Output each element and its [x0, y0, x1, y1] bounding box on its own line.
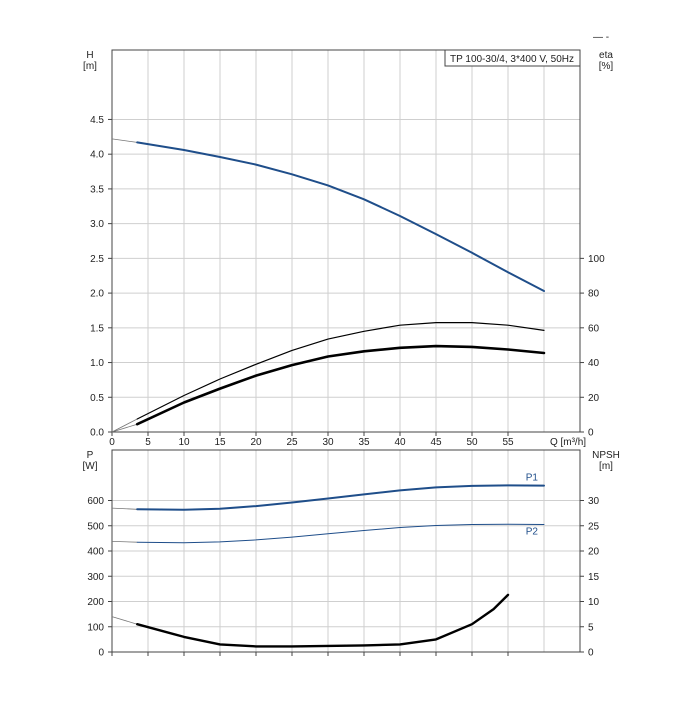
y-right-tick-label: 30 [588, 496, 600, 507]
x-tick-label: 45 [430, 437, 442, 448]
series-line [135, 593, 510, 648]
y-right-tick-label: 15 [588, 572, 600, 583]
series-label: P1 [526, 473, 539, 484]
y-right-axis-unit: [%] [599, 61, 614, 72]
y-right-tick-label: 0 [588, 648, 594, 659]
y-right-tick-label: 5 [588, 622, 594, 633]
x-axis-title: Q [m³/h] [550, 437, 586, 448]
series-label: P2 [526, 526, 539, 537]
x-tick-label: 50 [466, 437, 478, 448]
y-left-tick-label: 100 [87, 622, 104, 633]
y-left-tick-label: 300 [87, 572, 104, 583]
x-tick-label: 55 [502, 437, 514, 448]
series-extension-line [111, 423, 138, 433]
y-right-axis-title: eta [599, 50, 613, 61]
series-line [136, 141, 545, 292]
y-left-axis-title: H [86, 50, 93, 61]
y-left-tick-label: 400 [87, 547, 104, 558]
x-tick-label: 15 [214, 437, 226, 448]
y-left-tick-label: 2.5 [90, 254, 104, 265]
y-right-tick-label: 20 [588, 547, 600, 558]
y-right-tick-label: 60 [588, 323, 600, 334]
top-right-marks: — - [593, 32, 609, 43]
y-right-tick-label: 20 [588, 393, 600, 404]
y-left-tick-label: 4.5 [90, 115, 104, 126]
series-line [136, 484, 545, 511]
x-tick-label: 0 [109, 437, 115, 448]
series-line [136, 322, 545, 420]
y-right-tick-label: 100 [588, 254, 605, 265]
y-left-axis-title: P [87, 450, 94, 461]
series-extension-line [111, 507, 138, 510]
head-efficiency-chart: 0.0 0.5 1.0 1.5 2.0 2.5 3.0 3.5 4.0 4.5 0 20 40 60 80 1… [83, 49, 614, 448]
series-extension-line [111, 541, 138, 543]
y-left-tick-label: 0 [98, 648, 104, 659]
y-left-tick-label: 3.5 [90, 184, 104, 195]
power-npsh-chart: 0 100 200 300 400 500 600 0 5 10 15 20 25 30 P[W] NPSH[… [83, 449, 620, 659]
series-extension-line [111, 138, 138, 143]
series-extension-line [111, 616, 138, 625]
y-right-tick-label: 40 [588, 358, 600, 369]
x-tick-label: 25 [286, 437, 298, 448]
y-right-tick-label: 10 [588, 597, 600, 608]
x-tick-label: 35 [358, 437, 370, 448]
y-right-axis-unit: [m] [599, 461, 613, 472]
series-line [135, 344, 546, 426]
y-left-tick-label: 2.0 [90, 289, 104, 300]
y-right-tick-label: 0 [588, 428, 594, 439]
y-left-axis-unit: [W] [83, 461, 98, 472]
y-left-tick-label: 1.0 [90, 358, 104, 369]
title-box [444, 49, 581, 67]
x-tick-label: 20 [250, 437, 262, 448]
x-tick-label: 30 [322, 437, 334, 448]
y-left-axis-unit: [m] [83, 61, 97, 72]
y-right-tick-label: 25 [588, 521, 600, 532]
x-tick-label: 40 [394, 437, 406, 448]
x-tick-label: 5 [145, 437, 151, 448]
y-left-tick-label: 200 [87, 597, 104, 608]
series-line [136, 523, 545, 544]
y-right-tick-label: 80 [588, 289, 600, 300]
plot-frame [111, 449, 581, 653]
series-extension-line [111, 418, 138, 433]
chart-title: TP 100-30/4, 3*400 V, 50Hz [450, 54, 574, 65]
y-left-tick-label: 600 [87, 496, 104, 507]
y-left-tick-label: 4.0 [90, 150, 104, 161]
y-left-tick-label: 0.0 [90, 428, 104, 439]
y-left-tick-label: 500 [87, 521, 104, 532]
y-left-tick-label: 3.0 [90, 219, 104, 230]
y-left-tick-label: 0.5 [90, 393, 104, 404]
y-left-tick-label: 1.5 [90, 323, 104, 334]
y-right-axis-title: NPSH [592, 450, 620, 461]
x-tick-label: 10 [178, 437, 190, 448]
plot-frame [111, 49, 581, 433]
